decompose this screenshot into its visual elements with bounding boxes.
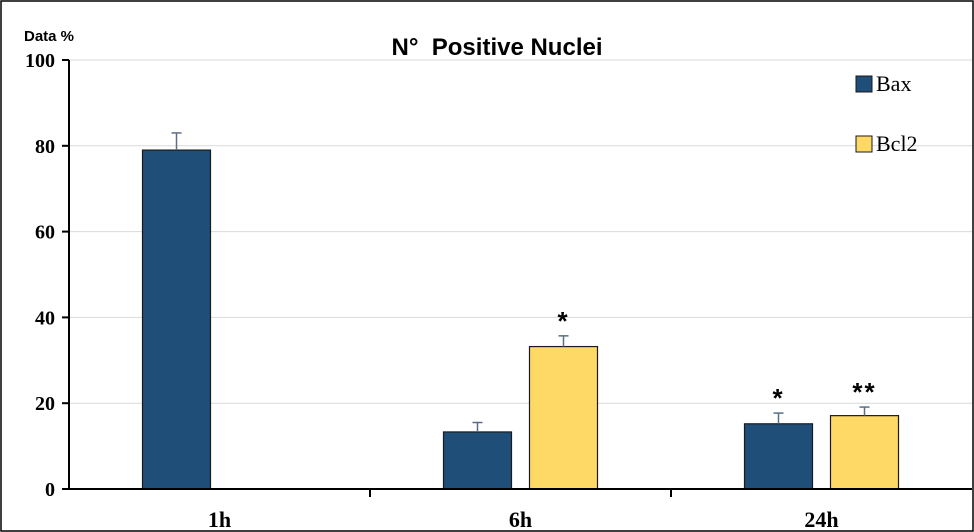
bar-bax-24h: [743, 423, 814, 490]
y-axis-label: Data %: [24, 28, 74, 45]
bars: ****: [141, 132, 900, 490]
bar-bcl2-24h: [829, 415, 900, 490]
significance-marker: *: [557, 306, 569, 336]
y-tick-label: 20: [35, 393, 55, 415]
y-tick-label: 40: [35, 307, 55, 329]
bar-bax-1h: [141, 149, 212, 490]
legend-label-bax: Bax: [876, 71, 911, 96]
x-tick-label: 24h: [804, 507, 838, 532]
gridlines: [69, 59, 972, 404]
y-tick-label: 0: [45, 479, 55, 501]
y-tick-label: 60: [35, 222, 55, 244]
legend-label-bcl2: Bcl2: [876, 131, 918, 156]
significance-marker: *: [772, 383, 784, 413]
legend: Bax Bcl2: [855, 71, 918, 156]
bar-bcl2-6h: [528, 345, 599, 490]
significance-marker: **: [852, 377, 876, 407]
axes: 0 20 40 60 80 100 1h 6h 24h: [25, 50, 972, 532]
bar-bax-6h: [442, 431, 513, 490]
chart-title: N° Positive Nuclei: [392, 34, 603, 61]
y-tick-label: 100: [25, 50, 55, 72]
y-tick-label: 80: [35, 136, 55, 158]
legend-swatch-bcl2: [855, 135, 873, 153]
x-tick-label: 1h: [208, 507, 231, 532]
legend-swatch-bax: [855, 75, 873, 93]
x-tick-label: 6h: [509, 507, 532, 532]
